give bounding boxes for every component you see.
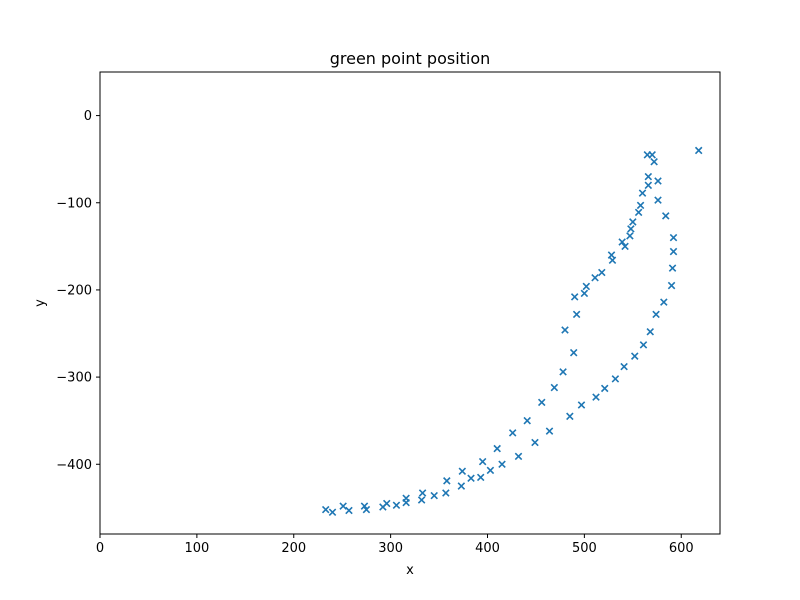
data-point (321, 505, 330, 514)
data-point (660, 298, 668, 306)
data-point (493, 444, 501, 453)
x-tick-label: 100 (184, 541, 209, 556)
x-tick-label: 0 (96, 541, 104, 556)
data-point (621, 242, 629, 251)
data-point (667, 281, 676, 290)
data-point (627, 225, 635, 233)
data-point (626, 232, 634, 240)
data-point (508, 429, 517, 437)
data-point (600, 384, 609, 393)
y-axis-label: y (33, 299, 48, 307)
data-point (668, 264, 677, 272)
data-point (650, 158, 658, 166)
data-point (636, 201, 645, 210)
data-point (592, 393, 600, 401)
data-point (392, 501, 401, 509)
data-point (572, 310, 581, 319)
data-point (569, 348, 578, 357)
data-point (644, 181, 653, 190)
data-point (523, 416, 531, 425)
data-point (669, 233, 678, 242)
data-point (694, 146, 703, 155)
x-axis-label: x (406, 563, 414, 578)
data-point (620, 362, 628, 371)
data-point (478, 457, 487, 466)
x-tick-label: 400 (475, 541, 500, 556)
data-point (654, 177, 662, 185)
data-point (458, 467, 467, 476)
x-axis-ticks: 0 100 200 300 400 500 600 (96, 534, 694, 556)
y-tick-label: 0 (84, 109, 92, 124)
data-point (417, 496, 426, 504)
y-axis-ticks: 0 −100 −200 −300 −400 (56, 109, 100, 473)
y-tick-label: −100 (56, 196, 92, 211)
data-point (561, 326, 569, 334)
data-point (638, 189, 647, 197)
data-point (360, 502, 369, 510)
data-point (362, 505, 371, 514)
data-point (457, 482, 466, 490)
y-tick-label: −400 (56, 458, 92, 473)
data-point (669, 247, 678, 256)
x-tick-label: 200 (281, 541, 306, 556)
data-point (577, 401, 586, 409)
x-tick-label: 600 (669, 541, 694, 556)
data-point (629, 218, 637, 226)
x-tick-label: 500 (572, 541, 597, 556)
data-point (646, 328, 655, 336)
y-tick-label: −300 (56, 371, 92, 386)
data-point (608, 256, 617, 265)
data-point (402, 494, 410, 503)
x-tick-label: 300 (378, 541, 403, 556)
data-point (545, 427, 554, 435)
data-point (648, 151, 656, 159)
data-point (514, 452, 523, 461)
data-point (559, 368, 567, 376)
data-point (476, 473, 485, 482)
data-point (580, 289, 589, 298)
data-point (618, 238, 626, 246)
data-point (486, 466, 495, 475)
data-point (550, 383, 559, 392)
chart-title: green point position (330, 49, 491, 68)
data-point (639, 341, 648, 349)
data-points (321, 146, 703, 516)
data-point (654, 196, 662, 204)
data-point (382, 499, 391, 508)
data-point (531, 438, 539, 447)
data-point (418, 489, 427, 497)
data-point (430, 491, 438, 500)
data-point (661, 212, 670, 220)
data-point (339, 502, 347, 510)
y-tick-label: −200 (56, 283, 92, 298)
data-point (345, 506, 353, 515)
data-point (442, 489, 450, 497)
data-point (630, 352, 639, 360)
data-point (328, 508, 337, 516)
data-point (537, 398, 546, 407)
data-point (634, 208, 643, 217)
data-point (582, 282, 591, 291)
data-point (570, 293, 579, 301)
data-point (652, 310, 660, 319)
data-point (591, 273, 599, 282)
data-point (498, 460, 506, 469)
data-point (467, 474, 475, 482)
data-point (644, 172, 653, 181)
data-point (611, 375, 620, 383)
data-point (598, 268, 606, 277)
data-point (443, 477, 451, 485)
data-point (566, 412, 574, 421)
plot-frame (99, 71, 721, 535)
